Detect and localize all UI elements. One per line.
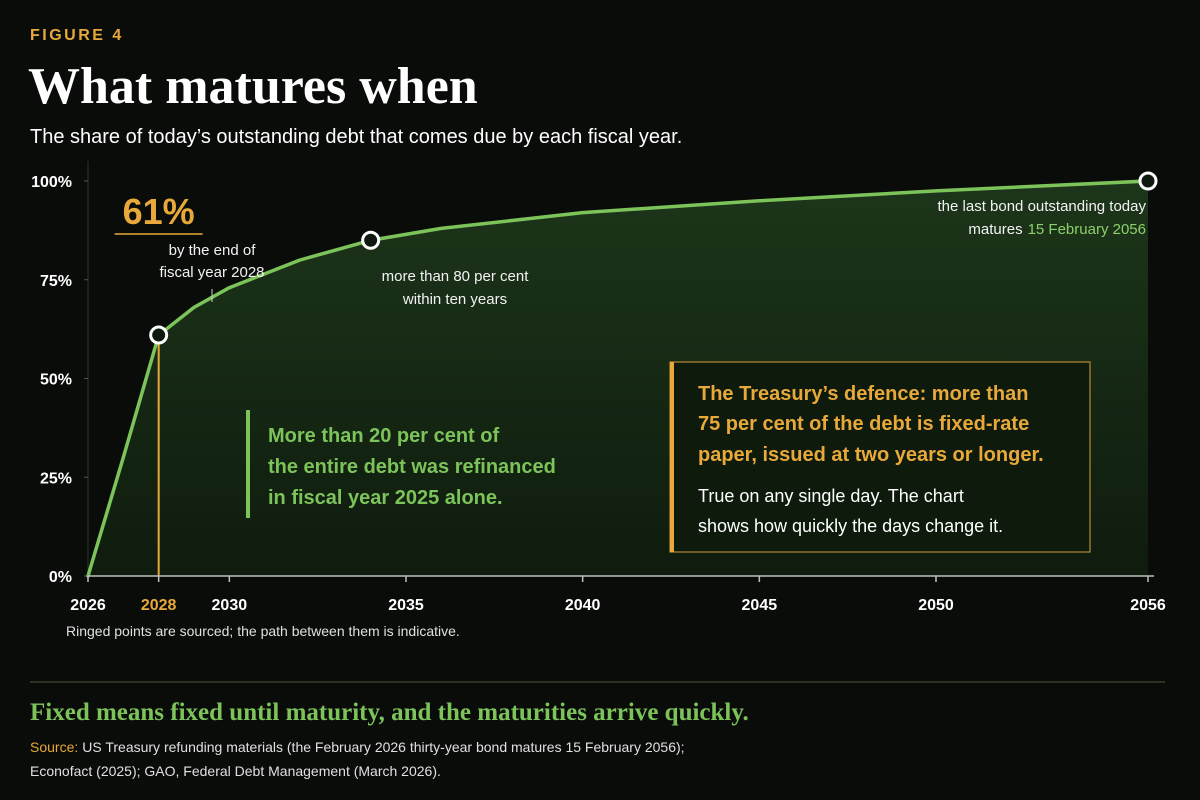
x-tick-label: 2028 [141,597,177,614]
annotation: more than 80 per cent [382,268,530,285]
info-box-bar [670,362,674,552]
y-tick-label: 100% [31,174,72,191]
x-tick-label: 2056 [1130,597,1166,614]
annotation: within ten years [402,291,507,308]
subtitle: The share of today’s outstanding debt th… [30,126,682,148]
takeaway: Fixed means fixed until maturity, and th… [30,699,749,726]
annotation: the last bond outstanding today [938,198,1147,215]
box-heading: The Treasury’s defence: more than [698,383,1028,405]
value-label: 61% [123,191,195,232]
figure-label: FIGURE 4 [30,27,124,44]
callout-bar [246,410,250,518]
source-label: Source: [30,739,78,755]
source-text: US Treasury refunding materials (the Feb… [82,739,684,755]
annotation-highlight: 15 February 2056 [1028,221,1146,238]
ringed-point [149,325,169,345]
annotation: fiscal year 2028 [159,264,264,281]
annotation: matures 15 February 2056 [968,221,1146,238]
source: Source: US Treasury refunding materials (… [30,739,685,755]
x-tick-label: 2040 [565,597,601,614]
info-box [669,361,1091,553]
y-tick-label: 50% [40,372,72,389]
box-body: shows how quickly the days change it. [698,516,1003,536]
x-tick-label: 2050 [918,597,954,614]
y-tick-label: 25% [40,470,72,487]
callout-text: More than 20 per cent of [268,425,499,447]
annotations: by the end of fiscal year 2028 more than… [30,198,1165,779]
chart-title: What matures when [28,58,478,115]
y-tick-label: 75% [40,273,72,290]
ringed-point [361,230,381,250]
annotation-text: matures [968,221,1022,238]
ringed-point [1138,171,1158,191]
x-tick-label: 2030 [212,597,248,614]
x-tick-label: 2045 [742,597,778,614]
source-text: Econofact (2025); GAO, Federal Debt Mana… [30,763,441,779]
x-tick-label: 2026 [70,597,106,614]
callout-text: the entire debt was refinanced [268,456,556,478]
box-heading: paper, issued at two years or longer. [698,444,1044,466]
footnote: Ringed points are sourced; the path betw… [66,623,460,639]
box-body: True on any single day. The chart [698,486,964,506]
annotation: by the end of [169,242,257,259]
box-heading: 75 per cent of the debt is fixed-rate [698,413,1029,435]
callout-text: in fiscal year 2025 alone. [268,487,503,509]
x-tick-label: 2035 [388,597,424,614]
y-tick-label: 0% [49,569,72,586]
